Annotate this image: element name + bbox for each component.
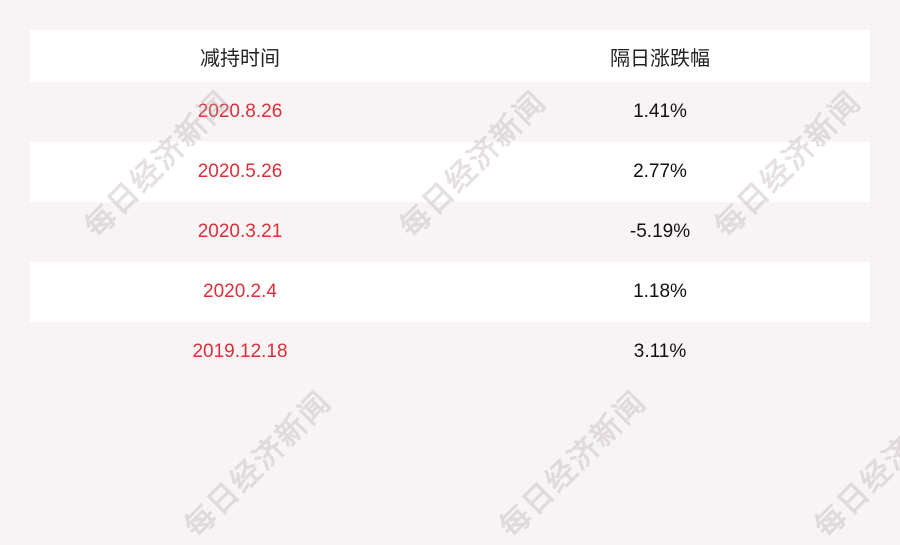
change-cell: 2.77% <box>633 161 687 182</box>
date-cell: 2020.2.4 <box>203 281 277 302</box>
table-header: 减持时间 隔日涨跌幅 <box>30 30 870 82</box>
date-cell: 2020.3.21 <box>197 221 283 242</box>
date-cell: 2020.5.26 <box>197 161 283 182</box>
header-change: 隔日涨跌幅 <box>610 47 710 70</box>
watermark: 每日经济新闻 <box>808 384 900 545</box>
change-cell: 1.41% <box>633 101 687 122</box>
date-cell: 2019.12.18 <box>192 341 288 362</box>
date-cell: 2020.8.26 <box>197 101 283 122</box>
data-table: 减持时间 隔日涨跌幅 2020.8.26 1.41% 2020.5.26 2.7… <box>30 30 870 382</box>
change-cell: -5.19% <box>629 221 691 242</box>
watermark: 每日经济新闻 <box>178 384 339 545</box>
table-row: 2020.3.21 -5.19% <box>30 202 870 262</box>
table-row: 2020.8.26 1.41% <box>30 82 870 142</box>
table-row: 2020.2.4 1.18% <box>30 262 870 322</box>
watermark: 每日经济新闻 <box>493 384 654 545</box>
table-row: 2020.5.26 2.77% <box>30 142 870 202</box>
change-cell: 3.11% <box>633 341 687 362</box>
change-cell: 1.18% <box>633 281 687 302</box>
table-row: 2019.12.18 3.11% <box>30 322 870 382</box>
header-date: 减持时间 <box>200 47 280 70</box>
